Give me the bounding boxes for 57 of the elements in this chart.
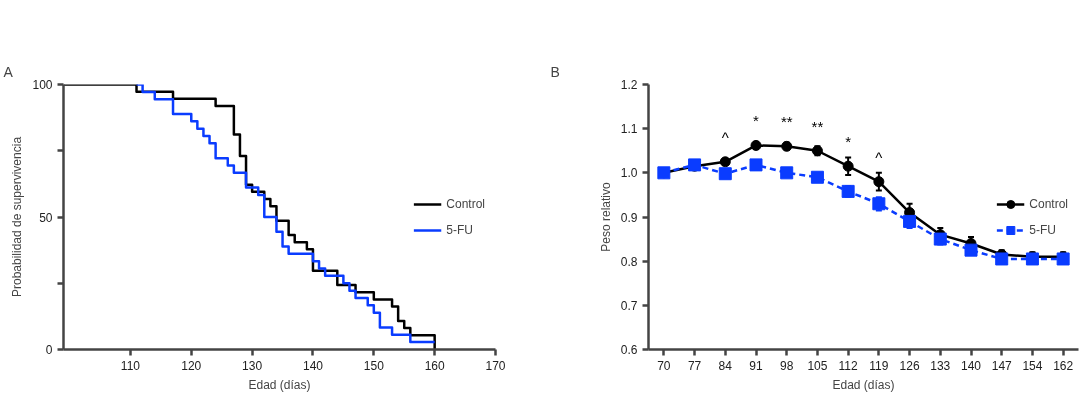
x-tick-label: 147 xyxy=(991,358,1013,373)
text: B xyxy=(550,63,560,80)
y-axis-title: Probabilidad de supervivencia xyxy=(10,136,25,298)
x-tick-label: 119 xyxy=(869,358,889,373)
point xyxy=(842,160,854,172)
y-tick-label: 0.6 xyxy=(620,343,638,357)
point xyxy=(873,176,885,188)
annotation: ** xyxy=(811,117,824,135)
annotation: ^ xyxy=(721,128,729,146)
x-axis-title: Edad (días) xyxy=(832,377,895,392)
y-tick-label: 1.2 xyxy=(620,78,638,92)
text: A xyxy=(3,63,14,80)
legend-label: Control xyxy=(1029,196,1068,211)
x-axis-title: Edad (días) xyxy=(248,377,311,392)
y-tick-label: 0.7 xyxy=(620,298,638,313)
x-tick-label: 120 xyxy=(181,358,202,373)
x-tick-label: 84 xyxy=(718,358,733,373)
x-tick-label: 105 xyxy=(807,358,828,373)
point xyxy=(872,197,886,211)
x-tick-label: 154 xyxy=(1022,358,1043,373)
legend-label: 5-FU xyxy=(446,222,473,237)
y-tick-label: 1.1 xyxy=(620,122,638,137)
x-tick-label: 77 xyxy=(687,358,702,373)
annotation: * xyxy=(845,133,852,151)
y-axis-title: Peso relativo xyxy=(598,181,613,252)
x-tick-label: 110 xyxy=(120,358,141,373)
x-tick-label: 133 xyxy=(930,358,951,373)
x-tick-label: 170 xyxy=(485,358,506,373)
x-tick-label: 140 xyxy=(302,358,324,373)
x-tick-label: 160 xyxy=(424,358,445,373)
x-tick-label: 112 xyxy=(838,358,859,373)
x-tick-label: 91 xyxy=(749,358,763,373)
annotation: ** xyxy=(780,113,793,131)
x-tick-label: 130 xyxy=(242,358,263,373)
x-tick-label: 126 xyxy=(899,358,920,373)
point xyxy=(749,158,763,172)
legend-label: Control xyxy=(446,196,485,211)
x-tick-label: 162 xyxy=(1053,358,1074,373)
legend-label: 5-FU xyxy=(1029,222,1056,237)
point xyxy=(810,170,824,184)
y-tick-label: 0.8 xyxy=(620,254,638,269)
point xyxy=(903,214,917,228)
x-tick-label: 150 xyxy=(363,358,385,373)
y-tick-label: 0.9 xyxy=(620,210,638,225)
x-tick-label: 70 xyxy=(657,358,671,373)
point xyxy=(719,156,731,168)
x-tick-label: 98 xyxy=(780,358,794,373)
y-tick-label: 100 xyxy=(32,78,53,92)
point xyxy=(718,167,732,181)
y-tick-label: 50 xyxy=(39,210,53,225)
y-tick-label: 1.0 xyxy=(620,166,638,181)
y-tick-label: 0 xyxy=(45,343,53,357)
annotation: * xyxy=(753,112,760,130)
annotation: ^ xyxy=(875,148,883,166)
point xyxy=(780,166,794,180)
point xyxy=(995,252,1009,266)
x-tick-label: 140 xyxy=(960,358,982,373)
